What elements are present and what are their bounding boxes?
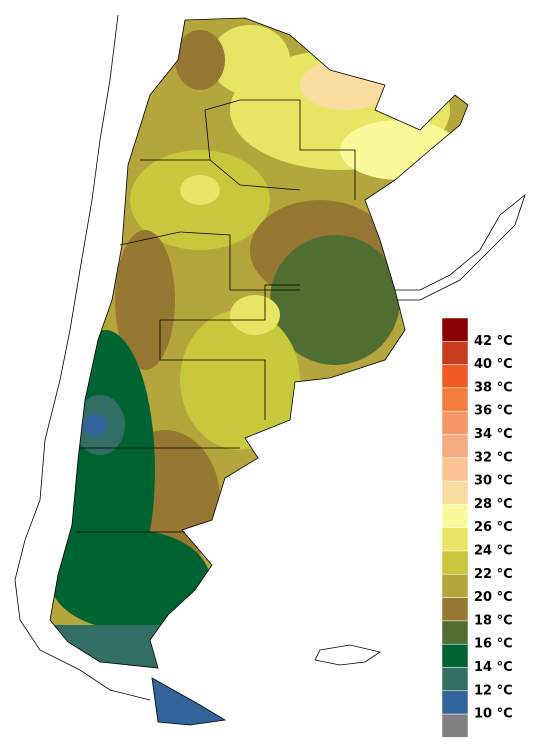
- legend-label: 24 °C: [474, 544, 513, 559]
- legend-swatch: [441, 410, 469, 435]
- legend-label: 18 °C: [474, 613, 513, 628]
- legend: 42 °C 40 °C 38 °C 36 °C 34 °C 32 °C 30 °C 28 °C…: [441, 317, 513, 738]
- legend-swatch: [441, 387, 469, 412]
- legend-swatch: [441, 364, 469, 389]
- legend-swatch: [441, 667, 469, 692]
- legend-label: 42 °C: [474, 334, 513, 349]
- legend-label: 34 °C: [474, 427, 513, 442]
- legend-label: 36 °C: [474, 404, 513, 419]
- legend-label: 26 °C: [474, 520, 513, 535]
- legend-swatch: [441, 597, 469, 622]
- legend-swatch: [441, 504, 469, 528]
- legend-swatch: [441, 527, 469, 552]
- legend-swatch: [441, 341, 469, 365]
- legend-swatch: [441, 643, 469, 668]
- legend-swatch: [441, 317, 469, 342]
- legend-swatch: [441, 550, 469, 575]
- legend-label: 40 °C: [474, 357, 513, 372]
- legend-swatch: [441, 480, 469, 505]
- legend-swatch: [441, 713, 469, 738]
- legend-label: 12 °C: [474, 683, 513, 698]
- legend-label: 22 °C: [474, 567, 513, 582]
- province-borders: [49, 17, 469, 726]
- legend-label: 20 °C: [474, 590, 513, 605]
- legend-swatch: [441, 434, 469, 459]
- legend-label: 14 °C: [474, 660, 513, 675]
- legend-swatch: [441, 457, 469, 482]
- legend-label: 38 °C: [474, 380, 513, 395]
- legend-label: 30 °C: [474, 474, 513, 489]
- legend-swatch: [441, 574, 469, 598]
- legend-swatch: [441, 620, 469, 645]
- legend-label: 28 °C: [474, 497, 513, 512]
- chile-coast: [14, 14, 526, 701]
- legend-swatch: [441, 690, 469, 715]
- legend-label: 32 °C: [474, 450, 513, 465]
- legend-label: 10 °C: [474, 707, 513, 722]
- legend-label: 16 °C: [474, 637, 513, 652]
